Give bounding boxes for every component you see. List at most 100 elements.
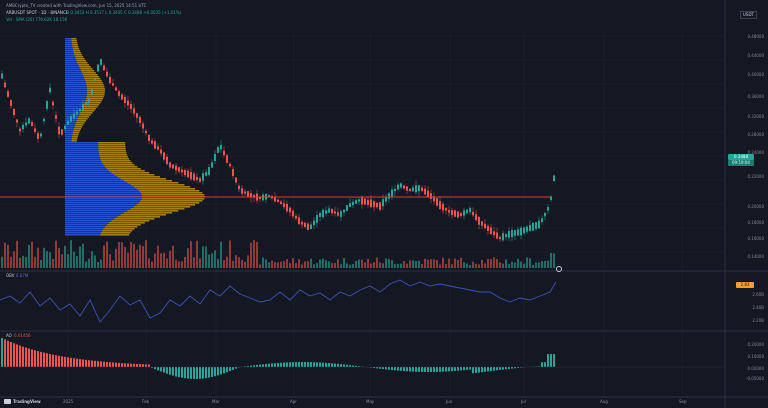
chart-settings-icon[interactable]	[556, 266, 562, 272]
price-tick: 0.36000	[747, 94, 764, 99]
ao-bar	[196, 367, 198, 379]
profile-bar-down	[77, 62, 88, 64]
volume-bar	[271, 260, 273, 268]
ao-bar	[250, 365, 252, 367]
candle-body	[280, 201, 282, 205]
ao-bar	[205, 367, 207, 379]
profile-bar-up	[65, 144, 99, 146]
volume-bar	[343, 258, 345, 268]
candle-body	[490, 227, 492, 235]
quote-currency-badge[interactable]: USDT	[740, 11, 757, 19]
candle-body	[367, 199, 369, 205]
profile-bar-down	[111, 172, 150, 174]
candle-body	[541, 218, 543, 223]
candle-body	[91, 89, 93, 95]
profile-bar-up	[65, 108, 83, 110]
ao-bar	[202, 367, 204, 379]
volume-bar	[310, 258, 312, 268]
candle-body	[25, 122, 27, 126]
volume-bar	[115, 248, 117, 268]
profile-bar-down	[83, 104, 100, 106]
volume-bar	[478, 264, 480, 268]
ao-bar	[388, 367, 390, 370]
ao-bar	[391, 367, 393, 371]
candle-body	[505, 234, 507, 238]
profile-bar-up	[65, 148, 99, 150]
volume-bar	[406, 263, 408, 268]
candle-body	[28, 118, 30, 124]
profile-bar-down	[101, 160, 131, 162]
profile-bar-up	[65, 92, 87, 94]
symbol-line[interactable]: ARBUSDT SPOT · 1D · BINANCE	[6, 10, 69, 15]
profile-bar-down	[127, 182, 179, 184]
profile-bar-down	[78, 116, 90, 118]
volume-bar	[211, 253, 213, 268]
profile-bar-up	[65, 42, 72, 44]
volume-bar	[415, 260, 417, 268]
volume-bar	[202, 246, 204, 268]
volume-bar	[70, 240, 72, 268]
volume-bar	[526, 257, 528, 268]
ao-bar	[214, 367, 216, 377]
volume-bar	[184, 256, 186, 268]
profile-bar-up	[65, 84, 87, 86]
candle-body	[214, 154, 216, 161]
ao-bar	[115, 362, 117, 367]
ao-bar	[226, 367, 228, 373]
ao-bar	[424, 367, 426, 372]
obv-title[interactable]: OBV	[6, 273, 15, 278]
profile-bar-up	[65, 94, 87, 96]
profile-bar-down	[101, 232, 131, 234]
volume-bar	[217, 258, 219, 268]
ao-value: 0.01456	[14, 333, 31, 338]
ao-bar	[88, 360, 90, 367]
ao-bar	[475, 367, 477, 373]
profile-bar-down	[85, 100, 102, 102]
profile-bar-up	[65, 218, 115, 220]
ao-bar	[58, 355, 60, 367]
profile-bar-down	[106, 224, 141, 226]
ao-bar	[268, 363, 270, 367]
candle-body	[46, 101, 48, 109]
volume-bar	[253, 240, 255, 268]
profile-bar-up	[65, 170, 109, 172]
profile-bar-down	[141, 198, 205, 200]
candle-body	[418, 185, 420, 192]
candle-body	[34, 128, 36, 132]
obv-value: 6.07M	[16, 273, 29, 278]
ao-bar	[445, 367, 447, 372]
ao-title[interactable]: AO	[6, 333, 12, 338]
volume-bar	[355, 261, 357, 268]
volume-bar	[226, 256, 228, 268]
profile-bar-up	[65, 104, 84, 106]
volume-bar	[172, 245, 174, 268]
ao-bar	[256, 364, 258, 367]
candle-body	[169, 162, 171, 168]
profile-bar-down	[82, 108, 96, 110]
profile-bar-down	[100, 158, 130, 160]
ao-bar	[520, 367, 522, 368]
volume-bar	[13, 251, 15, 268]
volume-bar	[205, 246, 207, 268]
profile-bar-down	[86, 84, 104, 86]
volume-bar	[109, 254, 111, 268]
time-tick: Jul	[521, 399, 526, 404]
candle-body	[493, 231, 495, 236]
volume-bar	[397, 263, 399, 268]
candle-body	[97, 64, 99, 72]
candle-body	[88, 98, 90, 104]
profile-bar-up	[65, 184, 131, 186]
volume-bar	[61, 254, 63, 268]
profile-bar-up	[65, 174, 115, 176]
ao-bar	[439, 367, 441, 372]
candle-body	[331, 208, 333, 214]
candle-body	[73, 113, 75, 119]
volume-bar	[493, 257, 495, 268]
ao-bar	[211, 367, 213, 377]
tradingview-logo[interactable]: TradingView	[4, 399, 41, 404]
ao-bar	[469, 367, 471, 370]
ao-bar	[541, 362, 543, 367]
volume-bar	[283, 260, 285, 268]
volume-bar	[511, 261, 513, 268]
